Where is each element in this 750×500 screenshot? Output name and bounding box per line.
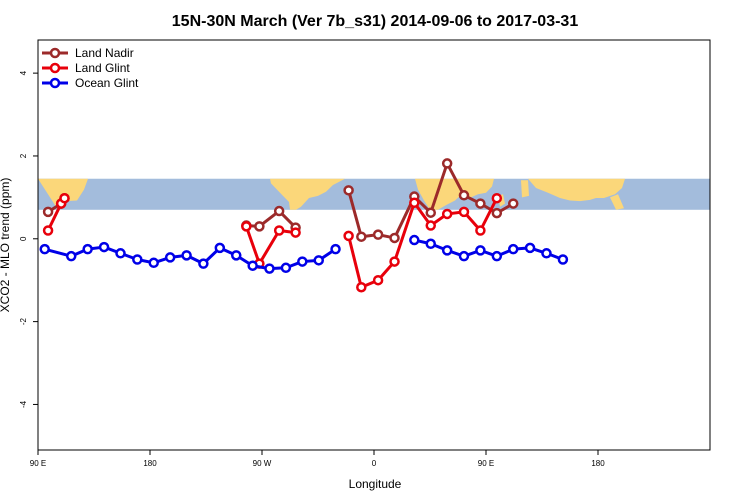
data-point-ocean-glint [164,252,176,263]
data-point-land-glint [409,197,420,209]
data-point-ocean-glint [214,242,226,254]
data-point-ocean-glint [132,254,143,265]
data-point-ocean-glint [148,257,159,269]
legend-label-ocean-glint: Ocean Glint [75,76,139,90]
series-line-land-glint [244,225,296,266]
data-point-land-glint [290,227,301,238]
legend-marker-ocean-glint [49,77,61,89]
legend-marker-land-nadir [49,47,61,59]
y-axis-label: XCO2 - MLO trend (ppm) [0,178,12,313]
data-point-land-nadir [441,158,453,169]
data-point-land-glint [491,192,503,204]
map-land [521,180,529,198]
data-point-land-nadir [372,229,384,240]
data-point-ocean-glint [98,241,110,253]
data-point-land-glint [241,221,252,232]
y-tick-label: 4 [19,70,28,75]
data-point-land-glint [42,225,54,236]
y-axis: 4 2 0 -2 -4 [19,70,38,408]
x-tick-label: 180 [591,459,605,468]
data-point-land-glint [356,281,367,293]
data-point-ocean-glint [230,250,242,261]
data-point-ocean-glint [264,263,275,274]
data-point-ocean-glint [181,250,192,261]
x-tick-label: 90 E [478,459,494,468]
x-axis-label: Longitude [349,477,402,491]
data-point-ocean-glint [65,250,77,262]
map-land [270,178,345,210]
data-point-land-glint [441,208,453,220]
data-point-land-nadir [458,190,470,201]
data-point-ocean-glint [280,262,292,274]
series-land-glint [42,192,503,293]
data-point-land-nadir [254,221,265,232]
series-layer [39,158,569,293]
x-tick-label: 0 [372,459,377,468]
data-point-land-nadir [273,205,285,217]
data-point-land-nadir [42,206,54,218]
data-point-ocean-glint [475,245,486,256]
data-point-ocean-glint [115,248,126,259]
y-tick-label: 0 [19,236,28,241]
data-point-land-glint [425,220,436,231]
data-point-land-glint [59,192,70,204]
x-tick-label: 90 W [253,459,272,468]
data-point-ocean-glint [491,250,503,262]
map-land [610,194,624,210]
data-point-land-nadir [508,198,519,209]
data-point-land-glint [475,225,486,236]
data-point-ocean-glint [313,255,324,266]
data-point-ocean-glint [441,245,453,256]
data-point-ocean-glint [508,243,519,255]
data-point-ocean-glint [39,243,50,255]
data-point-land-glint [372,274,384,286]
data-point-ocean-glint [557,254,569,265]
chart-title: 15N-30N March (Ver 7b_s31) 2014-09-06 to… [172,13,579,30]
x-axis: 90 E 180 90 W 0 90 E 180 [30,450,605,468]
legend-marker-land-glint [49,62,61,74]
data-point-ocean-glint [82,243,93,255]
series-line-land-glint [347,197,499,289]
y-tick-label: 2 [19,153,28,158]
data-point-ocean-glint [247,260,258,271]
data-point-ocean-glint [330,243,341,255]
data-point-land-nadir [389,232,400,244]
data-point-land-nadir [356,231,367,242]
data-point-ocean-glint [425,238,436,250]
data-point-land-nadir [491,207,503,219]
legend-label-land-nadir: Land Nadir [75,46,134,60]
y-tick-label: -4 [19,400,28,408]
data-point-land-nadir [425,207,436,218]
data-point-land-glint [343,230,354,242]
data-point-land-glint [389,256,400,267]
data-point-ocean-glint [458,250,470,262]
background-map [38,178,710,210]
x-tick-label: 180 [143,459,157,468]
data-point-land-nadir [343,185,354,196]
data-point-land-glint [273,225,285,236]
y-tick-label: -2 [19,318,28,326]
series-ocean-glint [39,234,569,274]
data-point-land-glint [458,206,470,218]
data-point-ocean-glint [541,248,552,259]
data-point-ocean-glint [198,258,209,269]
data-point-ocean-glint [297,256,308,267]
series-line-land-nadir [246,209,297,229]
data-point-ocean-glint [409,234,420,246]
data-point-land-nadir [475,198,486,209]
plot-frame [37,39,711,451]
map-land [528,178,625,202]
data-point-ocean-glint [524,242,536,254]
x-tick-label: 90 E [30,459,46,468]
series-line-ocean-glint [413,238,564,261]
legend-label-land-glint: Land Glint [75,61,130,75]
